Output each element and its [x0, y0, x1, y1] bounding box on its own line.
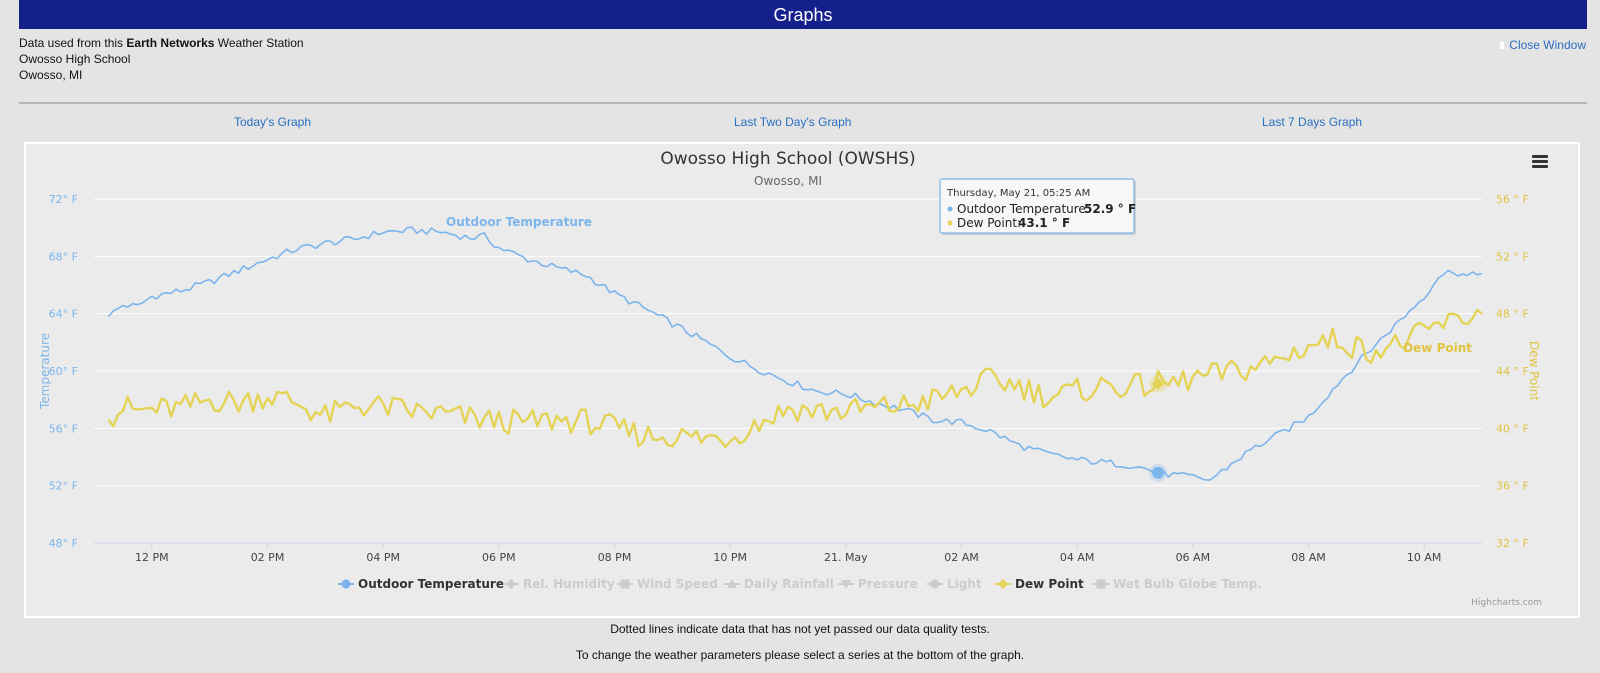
- series-label-outdoor-temperature: Outdoor Temperature: [446, 215, 592, 229]
- legend-symbol-marker: [998, 579, 1008, 589]
- legend-item-wet-bulb-globe-temp[interactable]: Wet Bulb Globe Temp.: [1113, 577, 1262, 591]
- x-tick-label: 08 AM: [1291, 551, 1326, 564]
- y-left-title: Temperature: [38, 333, 52, 410]
- legend-item-daily-rainfall[interactable]: Daily Rainfall: [744, 577, 834, 591]
- y-left-tick-label: 52° F: [49, 480, 78, 493]
- close-window-label: Close Window: [1509, 38, 1586, 52]
- x-tick-label: 04 PM: [366, 551, 400, 564]
- legend-symbol-marker: [506, 579, 516, 589]
- series-hint-note: To change the weather parameters please …: [575, 648, 1025, 662]
- y-right-tick-label: 52 ° F: [1496, 250, 1529, 263]
- series-label-dew-point: Dew Point: [1403, 341, 1472, 355]
- hover-marker-temperature: [1152, 466, 1165, 479]
- x-tick-label: 10 AM: [1407, 551, 1442, 564]
- x-tick-label: 06 PM: [482, 551, 516, 564]
- x-tick-label: 21. May: [824, 551, 868, 564]
- chart-title: Owosso High School (OWSHS): [660, 149, 915, 169]
- y-right-title: Dew Point: [1527, 341, 1541, 401]
- y-left-tick-label: 64° F: [49, 308, 78, 321]
- legend-symbol-marker: [930, 579, 940, 589]
- station-network: Earth Networks: [126, 36, 215, 50]
- x-tick-label: 02 AM: [944, 551, 979, 564]
- y-left-tick-label: 72° F: [49, 193, 78, 206]
- page-title: Graphs: [773, 5, 833, 25]
- tooltip-dot-temperature: [947, 206, 953, 212]
- legend-symbol-marker: [620, 579, 630, 589]
- legend-symbol-marker: [841, 580, 851, 589]
- series-line-outdoor-temperature: [107, 226, 1483, 481]
- chart-subtitle: Owosso, MI: [754, 174, 822, 188]
- y-right-tick-label: 56 ° F: [1496, 193, 1529, 206]
- nav-todays-graph[interactable]: Today's Graph: [234, 115, 311, 129]
- y-right-tick-label: 36 ° F: [1496, 480, 1529, 493]
- x-tick-label: 04 AM: [1060, 551, 1095, 564]
- station-name: Owosso High School: [19, 52, 131, 66]
- tooltip-temperature-value: 52.9 ° F: [1084, 202, 1136, 216]
- legend-item-rel-humidity[interactable]: Rel. Humidity: [523, 577, 615, 591]
- station-info: Data used from this Earth Networks Weath…: [19, 35, 304, 83]
- nav-last-two-days-graph[interactable]: Last Two Day's Graph: [734, 115, 852, 129]
- chart-svg: Owosso High School (OWSHS) Owosso, MI 48° …: [38, 149, 1542, 608]
- close-window-icon: [1500, 41, 1505, 49]
- y-right-tick-label: 32 ° F: [1496, 537, 1529, 550]
- x-tick-label: 08 PM: [598, 551, 632, 564]
- tooltip-dew-point-value: 43.1 ° F: [1018, 216, 1070, 230]
- station-prefix: Data used from this: [19, 36, 124, 50]
- divider: [19, 102, 1587, 104]
- station-suffix: Weather Station: [217, 36, 304, 50]
- tooltip-dot-dew-point: [947, 220, 953, 226]
- tooltip-dew-point-label: Dew Point:: [957, 216, 1021, 230]
- close-window-link[interactable]: Close Window: [1500, 38, 1586, 52]
- legend-item-pressure[interactable]: Pressure: [858, 577, 918, 591]
- y-left-tick-label: 48° F: [49, 537, 78, 550]
- legend-item-light[interactable]: Light: [947, 577, 982, 591]
- x-tick-label: 02 PM: [251, 551, 285, 564]
- legend-item-dew-point[interactable]: Dew Point: [1015, 577, 1084, 591]
- x-tick-label: 10 PM: [713, 551, 747, 564]
- x-tick-label: 12 PM: [135, 551, 169, 564]
- x-tick-label: 06 AM: [1176, 551, 1211, 564]
- legend-item-wind-speed[interactable]: Wind Speed: [637, 577, 718, 591]
- chart-container: Owosso High School (OWSHS) Owosso, MI 48° …: [24, 142, 1580, 618]
- quality-note: Dotted lines indicate data that has not …: [610, 622, 990, 636]
- station-location: Owosso, MI: [19, 68, 83, 82]
- nav-last-7-days-graph[interactable]: Last 7 Days Graph: [1262, 115, 1363, 129]
- chart-credits: Highcharts.com: [1471, 598, 1542, 608]
- series-line-dew-point: [107, 308, 1483, 449]
- y-right-tick-label: 48 ° F: [1496, 308, 1529, 321]
- y-left-tick-label: 56° F: [49, 422, 78, 435]
- y-left-tick-label: 60° F: [49, 365, 78, 378]
- header-bar: Graphs: [19, 0, 1587, 29]
- y-right-tick-label: 40 ° F: [1496, 422, 1529, 435]
- y-right-tick-label: 44 ° F: [1496, 365, 1529, 378]
- legend-symbol-marker: [1096, 579, 1106, 589]
- y-left-tick-label: 68° F: [49, 250, 78, 263]
- hover-marker-dew-point: [1152, 377, 1165, 390]
- tooltip-temperature-label: Outdoor Temperature:: [957, 202, 1090, 216]
- chart-menu-button[interactable]: [1528, 150, 1552, 172]
- tooltip-time: Thursday, May 21, 05:25 AM: [946, 188, 1090, 199]
- legend-item-outdoor-temperature[interactable]: Outdoor Temperature: [358, 577, 504, 591]
- tooltip-box: [939, 178, 1135, 234]
- legend-symbol-marker: [341, 579, 351, 589]
- legend-symbol-marker: [727, 579, 737, 588]
